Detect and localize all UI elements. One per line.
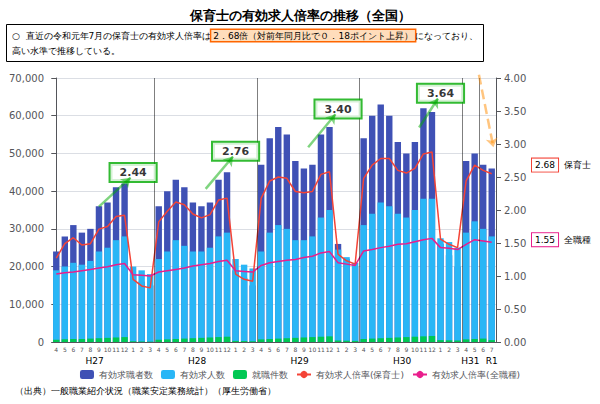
- svg-text:保育士: 保育士: [564, 160, 591, 170]
- svg-text:1.00: 1.00: [504, 271, 526, 282]
- svg-text:4: 4: [259, 346, 263, 353]
- svg-text:30,000: 30,000: [9, 223, 44, 234]
- svg-text:H30: H30: [393, 356, 411, 366]
- svg-text:6: 6: [379, 346, 383, 353]
- svg-text:9: 9: [97, 346, 101, 353]
- svg-text:12: 12: [223, 346, 231, 353]
- svg-text:有効求人数: 有効求人数: [180, 370, 225, 380]
- svg-text:2: 2: [345, 346, 349, 353]
- svg-text:40,000: 40,000: [9, 186, 44, 197]
- svg-text:有効求人倍率(保育士): 有効求人倍率(保育士): [316, 370, 404, 380]
- svg-text:0.50: 0.50: [504, 304, 526, 315]
- svg-text:○ 直近の令和元年7月の保育士の有効求人倍率は: ○ 直近の令和元年7月の保育士の有効求人倍率は: [12, 31, 211, 41]
- svg-text:11: 11: [112, 346, 120, 353]
- svg-text:0.00: 0.00: [504, 337, 526, 348]
- svg-text:保育士の有効求人倍率の推移（全国）: 保育士の有効求人倍率の推移（全国）: [189, 8, 411, 23]
- svg-text:全職種: 全職種: [564, 235, 591, 245]
- svg-text:1: 1: [234, 346, 238, 353]
- svg-text:10: 10: [104, 346, 112, 353]
- svg-text:50,000: 50,000: [9, 148, 44, 159]
- svg-text:1: 1: [336, 346, 340, 353]
- svg-text:2.44: 2.44: [120, 166, 147, 179]
- svg-text:7: 7: [490, 346, 494, 353]
- svg-text:10,000: 10,000: [9, 299, 44, 310]
- svg-text:有効求人倍率(全職種): 有効求人倍率(全職種): [432, 370, 520, 380]
- svg-text:1: 1: [439, 346, 443, 353]
- svg-text:4: 4: [464, 346, 468, 353]
- svg-text:11: 11: [215, 346, 223, 353]
- svg-text:6: 6: [174, 346, 178, 353]
- svg-text:12: 12: [326, 346, 334, 353]
- svg-text:3: 3: [456, 346, 460, 353]
- svg-text:60,000: 60,000: [9, 110, 44, 121]
- svg-text:5: 5: [473, 346, 477, 353]
- svg-text:10: 10: [206, 346, 214, 353]
- svg-text:6: 6: [481, 346, 485, 353]
- svg-text:有効求職者数: 有効求職者数: [99, 370, 153, 380]
- svg-text:2: 2: [140, 346, 144, 353]
- svg-text:10: 10: [309, 346, 317, 353]
- svg-text:1: 1: [131, 346, 135, 353]
- svg-text:12: 12: [428, 346, 436, 353]
- svg-text:8: 8: [293, 346, 297, 353]
- svg-text:4.00: 4.00: [504, 73, 526, 84]
- svg-text:11: 11: [317, 346, 325, 353]
- svg-text:3.50: 3.50: [504, 106, 526, 117]
- svg-text:H28: H28: [188, 356, 206, 366]
- svg-text:12: 12: [121, 346, 129, 353]
- svg-text:3: 3: [353, 346, 357, 353]
- svg-text:2.50: 2.50: [504, 172, 526, 183]
- svg-text:7: 7: [387, 346, 391, 353]
- svg-text:5: 5: [370, 346, 374, 353]
- svg-text:3: 3: [251, 346, 255, 353]
- svg-text:高い水準で推移している。: 高い水準で推移している。: [12, 46, 120, 56]
- svg-text:7: 7: [182, 346, 186, 353]
- svg-text:9: 9: [404, 346, 408, 353]
- svg-text:（出典）一般職業紹介状況（職業安定業務統計）（厚生労働省）: （出典）一般職業紹介状況（職業安定業務統計）（厚生労働省）: [15, 386, 276, 396]
- svg-text:1.55: 1.55: [535, 235, 555, 245]
- svg-text:R1: R1: [486, 356, 498, 366]
- svg-text:H29: H29: [290, 356, 308, 366]
- svg-text:9: 9: [302, 346, 306, 353]
- svg-text:1.50: 1.50: [504, 238, 526, 249]
- svg-text:7: 7: [80, 346, 84, 353]
- svg-text:20,000: 20,000: [9, 261, 44, 272]
- svg-text:4: 4: [157, 346, 161, 353]
- svg-text:8: 8: [191, 346, 195, 353]
- svg-text:2: 2: [447, 346, 451, 353]
- svg-text:2: 2: [242, 346, 246, 353]
- svg-text:70,000: 70,000: [9, 73, 44, 84]
- svg-text:3.64: 3.64: [427, 87, 454, 100]
- svg-text:7: 7: [285, 346, 289, 353]
- svg-text:6: 6: [71, 346, 75, 353]
- svg-text:3.40: 3.40: [324, 103, 351, 116]
- svg-text:6: 6: [276, 346, 280, 353]
- svg-text:2．68倍（対前年同月比で０．18ポイント上昇）: 2．68倍（対前年同月比で０．18ポイント上昇）: [213, 31, 413, 41]
- svg-text:H31: H31: [461, 356, 479, 366]
- svg-text:9: 9: [200, 346, 204, 353]
- svg-text:2.68: 2.68: [535, 160, 555, 170]
- svg-text:4: 4: [362, 346, 366, 353]
- svg-text:5: 5: [165, 346, 169, 353]
- svg-text:8: 8: [396, 346, 400, 353]
- svg-text:4: 4: [54, 346, 58, 353]
- svg-text:5: 5: [63, 346, 67, 353]
- svg-text:になっており、: になっており、: [415, 31, 478, 41]
- svg-text:H27: H27: [86, 356, 104, 366]
- svg-text:0: 0: [38, 337, 44, 348]
- svg-text:3.00: 3.00: [504, 139, 526, 150]
- svg-text:2.00: 2.00: [504, 205, 526, 216]
- svg-text:11: 11: [420, 346, 428, 353]
- svg-text:8: 8: [89, 346, 93, 353]
- svg-text:10: 10: [411, 346, 419, 353]
- svg-text:就職件数: 就職件数: [252, 370, 288, 380]
- svg-text:5: 5: [268, 346, 272, 353]
- svg-text:2.76: 2.76: [222, 145, 249, 158]
- svg-text:3: 3: [148, 346, 152, 353]
